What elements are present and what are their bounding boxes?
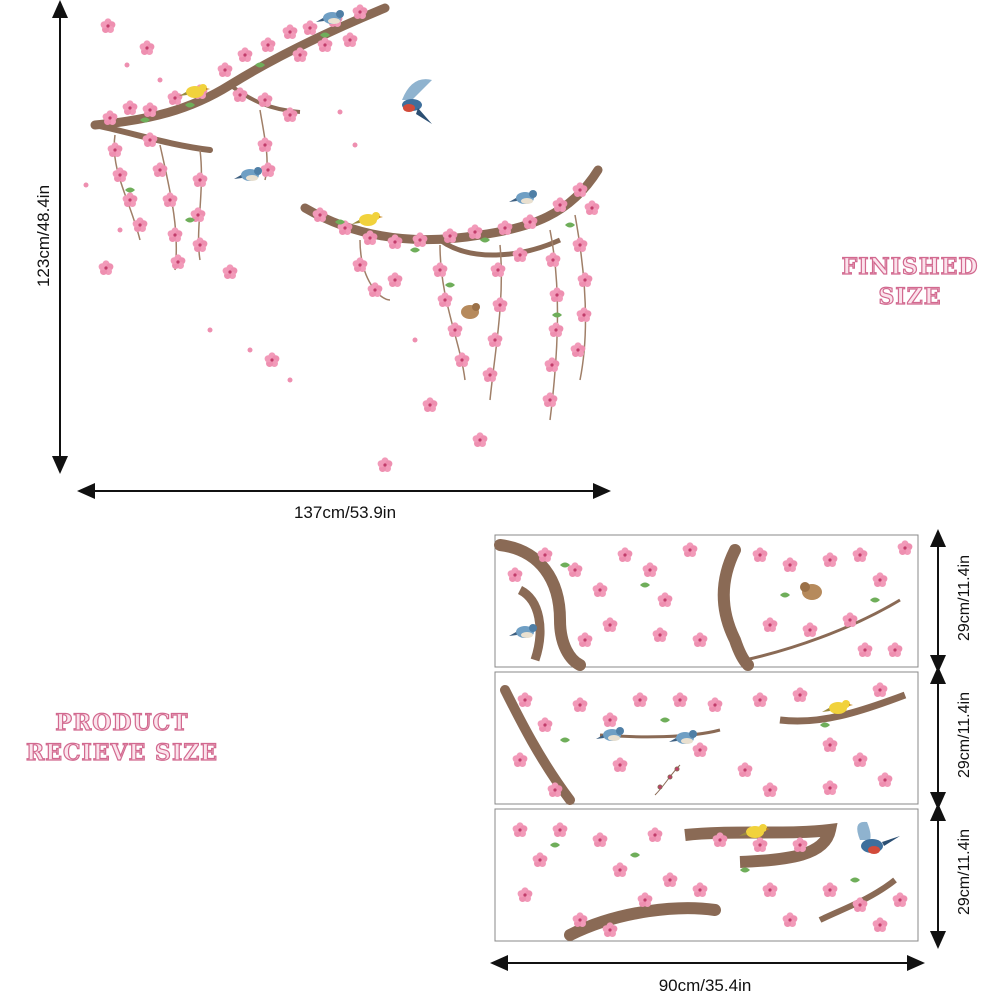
panels-width-label: 90cm/35.4in — [658, 976, 752, 995]
product-size-title: PRODUCT RECIEVE SIZE — [25, 709, 219, 766]
panel-3 — [494, 808, 919, 942]
panel2-height-label: 29cm/11.4in — [956, 692, 973, 778]
finished-size-title: FINISHED SIZE — [841, 253, 979, 310]
panel-2 — [494, 671, 919, 805]
finished-height-label: 123cm/48.4in — [34, 184, 53, 288]
panel3-height-label: 29cm/11.4in — [956, 829, 973, 915]
panel1-height-label: 29cm/11.4in — [956, 555, 973, 641]
panel-1 — [494, 534, 919, 671]
finished-artwork — [83, 3, 603, 472]
finished-width-label: 137cm/53.9in — [293, 503, 397, 522]
